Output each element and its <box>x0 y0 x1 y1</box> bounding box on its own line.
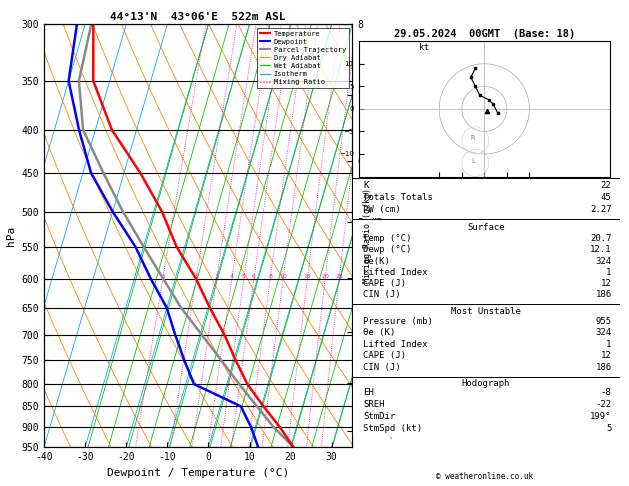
Text: 5: 5 <box>242 274 246 278</box>
Text: SREH: SREH <box>363 399 384 409</box>
Text: θe (K): θe (K) <box>363 328 395 337</box>
Text: 4: 4 <box>230 274 234 278</box>
Text: 8: 8 <box>268 274 272 278</box>
Text: © weatheronline.co.uk: © weatheronline.co.uk <box>436 472 533 481</box>
Text: 1: 1 <box>606 340 611 349</box>
Text: θe(K): θe(K) <box>363 257 390 265</box>
Text: EH: EH <box>363 388 374 397</box>
Text: 29.05.2024  00GMT  (Base: 18): 29.05.2024 00GMT (Base: 18) <box>394 29 575 38</box>
Text: R: R <box>470 136 475 141</box>
Text: 1: 1 <box>606 268 611 277</box>
Text: 22: 22 <box>601 181 611 190</box>
Text: 2: 2 <box>194 274 198 278</box>
Text: Dewp (°C): Dewp (°C) <box>363 245 411 255</box>
Title: 44°13'N  43°06'E  522m ASL: 44°13'N 43°06'E 522m ASL <box>110 12 286 22</box>
Text: 15: 15 <box>304 274 311 278</box>
X-axis label: Dewpoint / Temperature (°C): Dewpoint / Temperature (°C) <box>107 468 289 478</box>
Text: 45: 45 <box>601 193 611 202</box>
Text: 186: 186 <box>596 290 611 299</box>
Text: CAPE (J): CAPE (J) <box>363 351 406 360</box>
Legend: Temperature, Dewpoint, Parcel Trajectory, Dry Adiabat, Wet Adiabat, Isotherm, Mi: Temperature, Dewpoint, Parcel Trajectory… <box>257 28 348 88</box>
Text: Totals Totals: Totals Totals <box>363 193 433 202</box>
Text: 3: 3 <box>214 274 219 278</box>
Text: -8: -8 <box>601 388 611 397</box>
Y-axis label: km
ASL: km ASL <box>369 216 384 236</box>
Text: PW (cm): PW (cm) <box>363 205 401 214</box>
Text: Most Unstable: Most Unstable <box>451 307 521 316</box>
Text: Hodograph: Hodograph <box>462 379 510 388</box>
Text: 6: 6 <box>252 274 256 278</box>
Text: LCL: LCL <box>352 404 367 413</box>
Text: 955: 955 <box>596 317 611 326</box>
Text: Lifted Index: Lifted Index <box>363 268 428 277</box>
Text: kt: kt <box>419 43 429 52</box>
Text: 199°: 199° <box>590 412 611 421</box>
Text: StmDir: StmDir <box>363 412 395 421</box>
Text: 186: 186 <box>596 363 611 372</box>
Text: 12: 12 <box>601 351 611 360</box>
Y-axis label: hPa: hPa <box>6 226 16 246</box>
Text: -22: -22 <box>596 399 611 409</box>
Text: 5: 5 <box>606 424 611 433</box>
Text: 324: 324 <box>596 328 611 337</box>
Text: 25: 25 <box>335 274 343 278</box>
Text: Mixing Ratio (g/kg): Mixing Ratio (g/kg) <box>364 188 372 283</box>
Text: K: K <box>363 181 369 190</box>
Text: 1: 1 <box>161 274 165 278</box>
Text: L: L <box>470 158 475 164</box>
Text: CIN (J): CIN (J) <box>363 363 401 372</box>
Text: 324: 324 <box>596 257 611 265</box>
Text: 12.1: 12.1 <box>590 245 611 255</box>
Text: 20.7: 20.7 <box>590 234 611 243</box>
Text: Lifted Index: Lifted Index <box>363 340 428 349</box>
Text: 10: 10 <box>279 274 287 278</box>
Text: Surface: Surface <box>467 223 504 232</box>
Text: 20: 20 <box>321 274 329 278</box>
Text: CIN (J): CIN (J) <box>363 290 401 299</box>
Text: StmSpd (kt): StmSpd (kt) <box>363 424 422 433</box>
Text: Temp (°C): Temp (°C) <box>363 234 411 243</box>
Text: Pressure (mb): Pressure (mb) <box>363 317 433 326</box>
Text: 12: 12 <box>601 279 611 288</box>
Text: CAPE (J): CAPE (J) <box>363 279 406 288</box>
Text: 2.27: 2.27 <box>590 205 611 214</box>
